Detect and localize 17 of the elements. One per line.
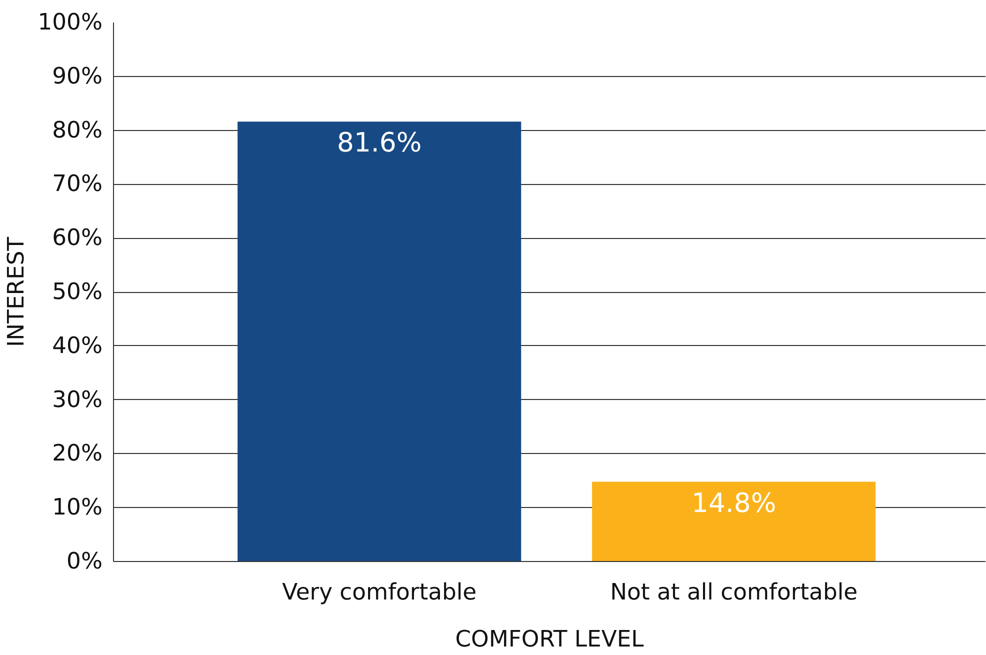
y-tick-label: 20% [52, 440, 102, 467]
y-tick-label: 0% [66, 548, 103, 574]
y-axis-title: INTEREST [4, 236, 30, 348]
y-tick-label: 60% [52, 225, 102, 252]
x-axis-title: COMFORT LEVEL [455, 626, 644, 652]
y-tick-label: 100% [38, 10, 103, 36]
data-label: 14.8% [691, 488, 776, 519]
x-tick-label: Not at all comfortable [610, 580, 858, 606]
y-tick-label: 50% [52, 279, 102, 305]
x-tick-label: Very comfortable [282, 580, 477, 606]
y-tick-label: 70% [52, 171, 102, 198]
y-tick-label: 40% [52, 332, 102, 359]
y-tick-label: 80% [52, 117, 102, 144]
y-tick-label: 10% [52, 494, 102, 521]
y-tick-label: 30% [52, 386, 102, 413]
data-label: 81.6% [337, 128, 422, 159]
y-tick-label: 90% [52, 63, 102, 90]
